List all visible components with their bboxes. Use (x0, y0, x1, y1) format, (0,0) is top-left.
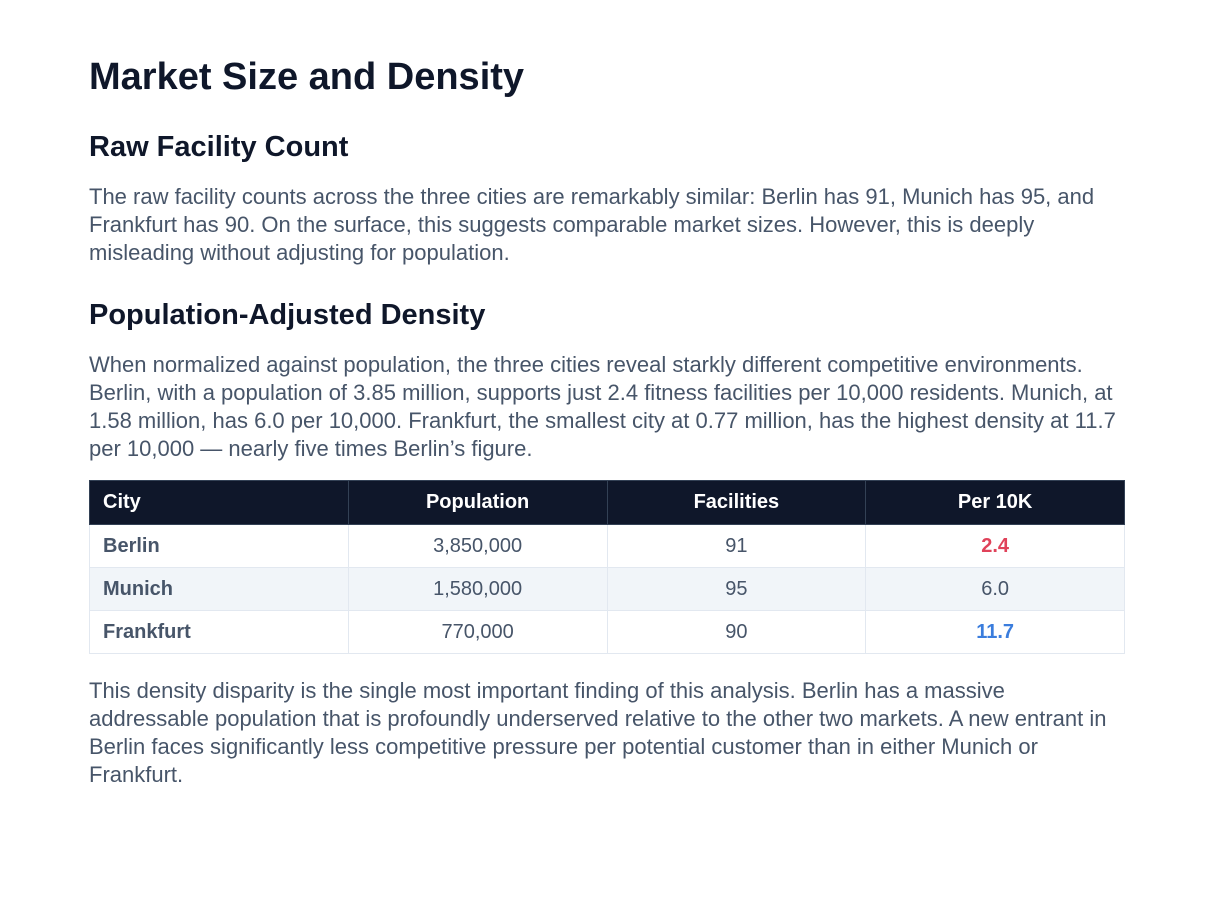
cell-facilities: 90 (606, 610, 867, 654)
cell-population: 3,850,000 (347, 524, 608, 568)
column-header-city: City (89, 480, 349, 525)
cell-population: 770,000 (347, 610, 608, 654)
cell-city: Frankfurt (89, 610, 349, 654)
cell-facilities: 91 (606, 524, 867, 568)
table-row: Frankfurt 770,000 90 11.7 (89, 610, 1125, 654)
cell-population: 1,580,000 (347, 567, 608, 611)
section-heading-raw-facility-count: Raw Facility Count (89, 131, 349, 163)
cell-city: Munich (89, 567, 349, 611)
paragraph-raw-facility-count: The raw facility counts across the three… (89, 184, 1095, 265)
paragraph-population-density: When normalized against population, the … (89, 352, 1116, 461)
table-row: Munich 1,580,000 95 6.0 (89, 567, 1125, 611)
column-header-population: Population (347, 480, 608, 525)
cell-city: Berlin (89, 524, 349, 568)
column-header-per-10k: Per 10K (865, 480, 1125, 525)
paragraph-key-finding: This density disparity is the single mos… (89, 678, 1107, 787)
cell-per-10k-lowest: 2.4 (865, 524, 1125, 568)
cell-facilities: 95 (606, 567, 867, 611)
table-header-row: City Population Facilities Per 10K (89, 480, 1125, 525)
page-title: Market Size and Density (89, 56, 525, 98)
section-heading-population-density: Population-Adjusted Density (89, 299, 486, 331)
column-header-facilities: Facilities (606, 480, 867, 525)
density-table: City Population Facilities Per 10K Berli… (89, 480, 1125, 654)
cell-per-10k: 6.0 (865, 567, 1125, 611)
table-row: Berlin 3,850,000 91 2.4 (89, 524, 1125, 568)
cell-per-10k-highest: 11.7 (865, 610, 1125, 654)
